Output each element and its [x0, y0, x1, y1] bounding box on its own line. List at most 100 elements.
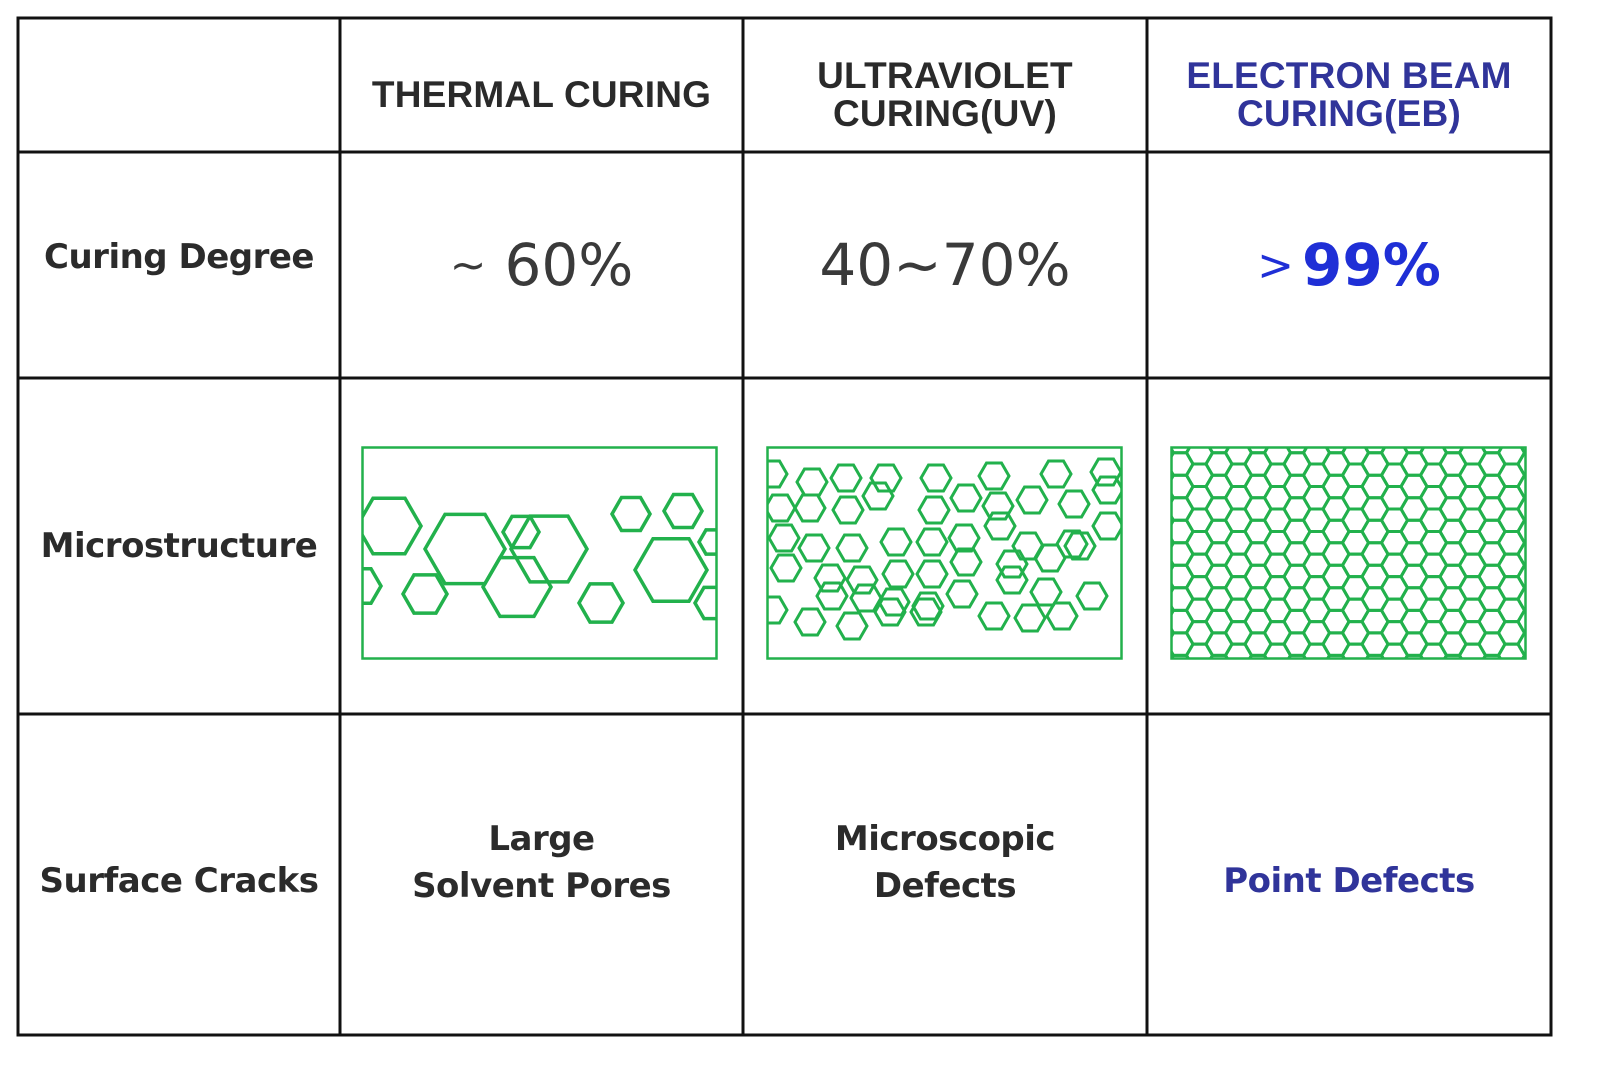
hexagon-cell	[949, 483, 983, 513]
hexagon-cell	[1039, 459, 1073, 489]
hexagon-cell	[1516, 586, 1526, 612]
row-label-curing-degree: Curing Degree	[20, 154, 338, 360]
hexagon-cell	[947, 523, 981, 553]
hexagon-cell	[877, 587, 911, 617]
hexagon-cell	[995, 549, 1029, 579]
uv-defect-line1: Microscopic	[834, 819, 1056, 859]
thermal-microstructure-diagram	[361, 446, 718, 660]
hexagon-cell	[793, 493, 827, 523]
uv-microstructure-diagram	[766, 446, 1123, 660]
header-eb-curing: ELECTRON BEAM CURING(EB)	[1149, 40, 1549, 150]
hexagon-cell	[767, 523, 801, 553]
hexagon-cell	[767, 459, 789, 489]
microstructure-label: Microstructure	[40, 526, 318, 566]
hexagon-cell	[861, 481, 895, 511]
hexagon-cell	[995, 565, 1029, 595]
hexagon-cell	[879, 527, 913, 557]
hexagon-cell	[977, 461, 1011, 491]
row-label-microstructure: Microstructure	[20, 380, 338, 712]
uv-curing-degree: 40~70%	[745, 154, 1145, 376]
header-thermal-line1: THERMAL CURING	[371, 74, 712, 115]
hexagon-cell	[1516, 473, 1526, 500]
hexagon-cell	[362, 566, 384, 606]
hexagon-cell	[873, 597, 907, 627]
uv-defect-line2: Defects	[873, 866, 1017, 906]
hexagon-cell	[1029, 577, 1063, 607]
hexagon-cell	[1089, 457, 1122, 487]
hexagon-cell	[767, 493, 797, 523]
hexagon-cell	[881, 559, 915, 589]
header-empty-cell	[20, 20, 338, 150]
hexagon-cell	[945, 579, 979, 609]
hexagon-cell	[1516, 631, 1526, 657]
hexagon-cell	[909, 597, 943, 627]
surface-cracks-label: Surface Cracks	[39, 861, 319, 901]
hexagon-cell	[915, 559, 949, 589]
header-uv-line1: ULTRAVIOLET	[817, 55, 1073, 96]
hexagon-cell	[1091, 511, 1122, 541]
hexagon-cell	[508, 514, 590, 584]
hexagon-cell	[849, 583, 883, 613]
hexagon-cell	[1063, 531, 1097, 561]
hexagon-cell	[915, 527, 949, 557]
hexagon-cell	[917, 495, 951, 525]
row-label-surface-cracks: Surface Cracks	[20, 716, 338, 1046]
hexagon-cell	[983, 511, 1017, 541]
hexagon-cell	[400, 573, 450, 615]
hexagon-cell	[845, 565, 879, 595]
hexagon-cell	[829, 463, 863, 493]
hexagon-cell	[797, 533, 831, 563]
hexagon-cell	[576, 582, 626, 624]
curing-degree-label: Curing Degree	[44, 237, 314, 277]
hexagon-cell	[1033, 543, 1067, 573]
thermal-defect-line1: Large	[488, 819, 595, 859]
hexagon-cell	[609, 495, 653, 533]
thermal-curing-degree-value: 60%	[504, 231, 634, 299]
eb-surface-cracks: Point Defects	[1149, 716, 1549, 1046]
eb-curing-degree-value: 99%	[1302, 231, 1441, 299]
hexagon-cell	[480, 555, 554, 619]
hexagon-cell	[869, 463, 903, 493]
header-eb-line2: CURING(EB)	[1237, 93, 1461, 134]
hexagon-cell	[835, 611, 869, 641]
hexagon-cell	[696, 528, 717, 556]
hexagon-cell	[1015, 485, 1049, 515]
hexagon-cell	[1011, 531, 1045, 561]
hexagon-cell	[795, 467, 829, 497]
eb-defect-line1: Point Defects	[1223, 860, 1475, 901]
panel-border	[766, 446, 1123, 660]
hexagon-cell	[1516, 496, 1526, 522]
hexagon-cell	[1057, 489, 1091, 519]
hexagon-cell	[1516, 563, 1526, 590]
hexagon-cell	[661, 492, 705, 530]
thermal-curing-degree: ~ 60%	[342, 154, 741, 376]
uv-curing-degree-value: 40~70%	[819, 231, 1071, 299]
hexagon-cell	[1516, 451, 1526, 477]
hexagon-cell	[1516, 608, 1526, 635]
hexagon-cell	[1013, 603, 1047, 633]
hexagon-cell	[632, 537, 710, 603]
hexagon-cell	[1045, 601, 1079, 631]
hexagon-cell	[362, 496, 424, 556]
greater-than-symbol: >	[1257, 239, 1295, 291]
hexagon-cell	[1516, 518, 1526, 545]
header-eb-line1: ELECTRON BEAM	[1186, 55, 1512, 96]
eb-microstructure-diagram	[1170, 446, 1527, 660]
hexagon-cell	[949, 547, 983, 577]
eb-curing-degree: > 99%	[1149, 154, 1549, 376]
hexagon-cell	[815, 581, 849, 611]
panel-border	[1170, 446, 1527, 660]
thermal-defect-line2: Solvent Pores	[412, 866, 671, 906]
hexagon-cell	[767, 595, 789, 625]
hexagon-cell	[1516, 541, 1526, 567]
header-uv-line2: CURING(UV)	[833, 93, 1057, 134]
hexagon-cell	[831, 495, 865, 525]
hexagon-cell	[1075, 581, 1109, 611]
hexagon-cell	[1091, 475, 1122, 505]
panel-border	[361, 446, 718, 660]
hexagon-cell	[835, 533, 869, 563]
hexagon-cell	[793, 607, 827, 637]
hexagon-cell	[813, 563, 847, 593]
header-uv-curing: ULTRAVIOLET CURING(UV)	[745, 40, 1145, 150]
